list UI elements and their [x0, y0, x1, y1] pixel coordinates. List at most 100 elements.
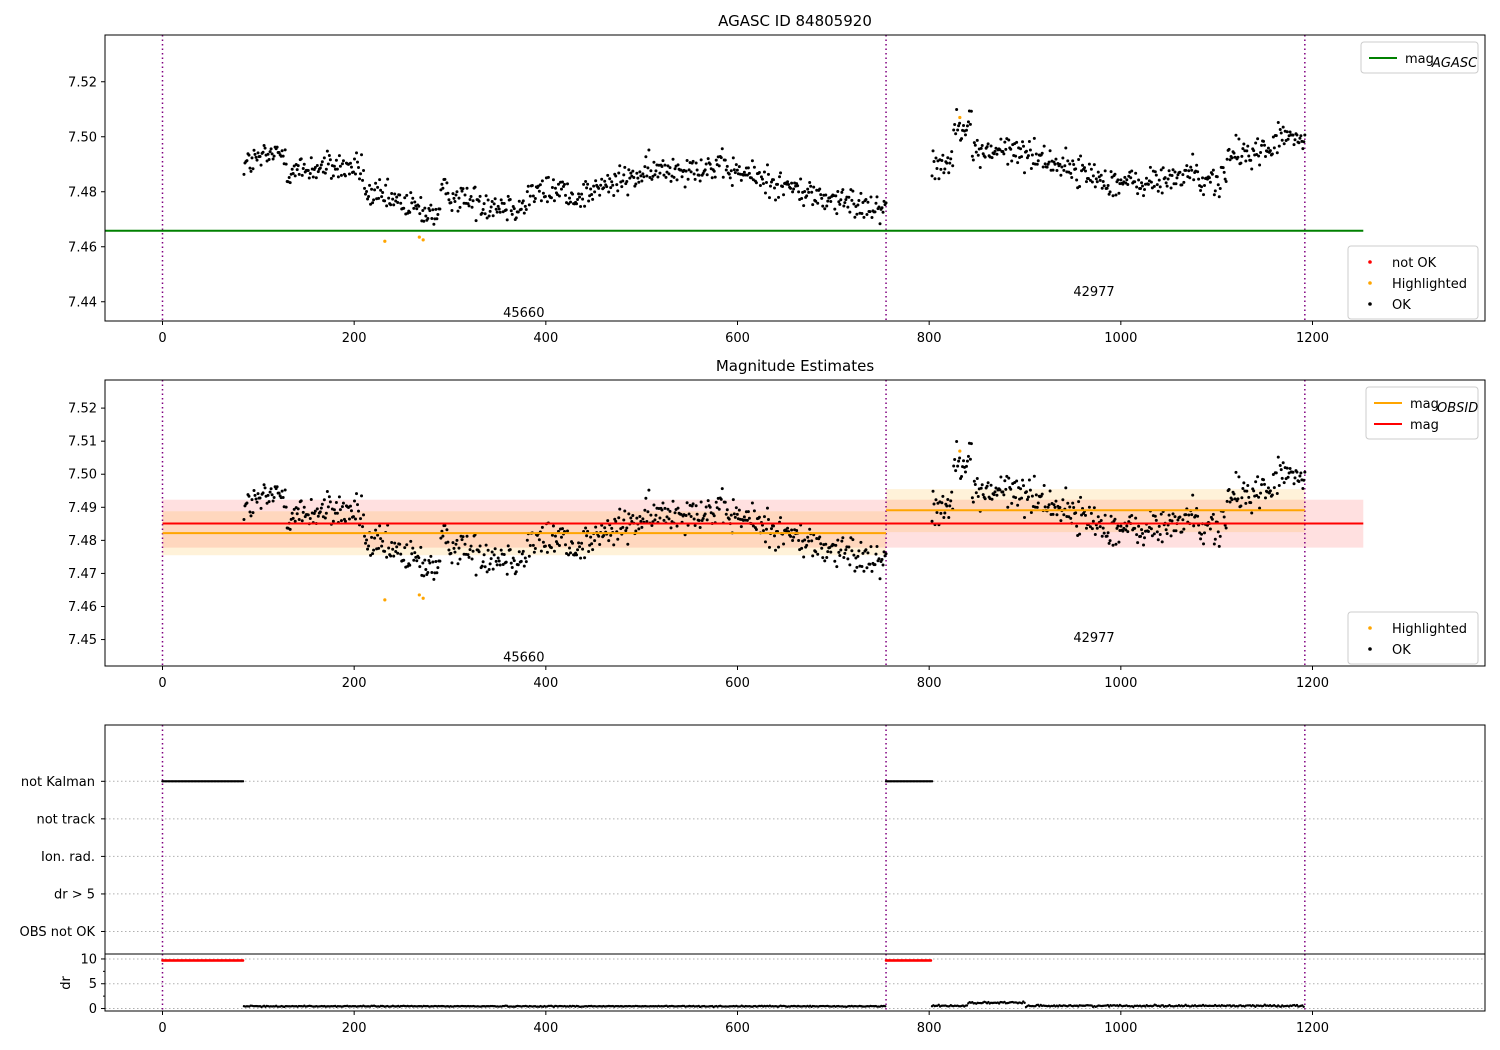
ok-point — [881, 210, 885, 214]
ok-point — [1066, 501, 1070, 505]
ok-point — [497, 559, 501, 563]
ok-point — [612, 194, 616, 198]
ok-point — [761, 529, 765, 533]
ok-point — [293, 519, 297, 523]
ok-point — [862, 215, 866, 219]
ok-point — [1003, 140, 1007, 144]
ok-point — [432, 222, 436, 226]
ok-point — [1150, 534, 1154, 538]
ok-point — [259, 163, 263, 167]
ok-point — [421, 561, 425, 565]
ok-point — [1144, 176, 1148, 180]
ok-point — [666, 164, 670, 168]
ok-point — [1134, 171, 1138, 175]
ok-point — [954, 132, 958, 136]
ok-point — [290, 167, 294, 171]
ok-point — [531, 194, 535, 198]
ok-point — [262, 143, 266, 147]
ok-point — [1169, 534, 1173, 538]
y-tick-label: 0 — [89, 1002, 97, 1017]
ok-point — [693, 523, 697, 527]
ok-point — [1089, 511, 1093, 515]
ok-point — [1199, 537, 1203, 541]
legend-dot-swatch — [1368, 302, 1372, 306]
ok-point — [270, 493, 274, 497]
ok-point — [972, 479, 976, 483]
ok-point — [297, 172, 301, 176]
ok-point — [1272, 486, 1276, 490]
ok-point — [1236, 155, 1240, 159]
ok-point — [514, 570, 518, 574]
ok-point — [1058, 162, 1062, 166]
ok-point — [1071, 501, 1075, 505]
ok-point — [270, 152, 274, 156]
ok-point — [1015, 479, 1019, 483]
ok-point — [640, 525, 644, 529]
ok-point — [762, 515, 766, 519]
ok-point — [1227, 147, 1231, 151]
ok-point — [695, 512, 699, 516]
ok-point — [253, 152, 257, 156]
ok-point — [941, 153, 945, 157]
ok-point — [550, 185, 554, 189]
ok-point — [694, 504, 698, 508]
ok-point — [843, 551, 847, 555]
ok-point — [661, 159, 665, 163]
ok-point — [869, 195, 873, 199]
ok-point — [1299, 471, 1303, 475]
ok-point — [687, 512, 691, 516]
ok-point — [443, 177, 447, 181]
ok-point — [1234, 470, 1238, 474]
ok-point — [1010, 501, 1014, 505]
ok-point — [340, 162, 344, 166]
ok-point — [1303, 470, 1307, 474]
ok-point — [1020, 496, 1024, 500]
ok-point — [852, 202, 856, 206]
ok-point — [1080, 513, 1084, 517]
ok-point — [629, 516, 633, 520]
ok-point — [1217, 544, 1221, 548]
ok-point — [1292, 143, 1296, 147]
ok-point — [689, 514, 693, 518]
ok-point — [557, 544, 561, 548]
ok-point — [1042, 144, 1046, 148]
ok-point — [1030, 153, 1034, 157]
ok-point — [522, 211, 526, 215]
ok-point — [1223, 177, 1227, 181]
ok-point — [731, 498, 735, 502]
ok-point — [1247, 495, 1251, 499]
ok-point — [1034, 152, 1038, 156]
ok-point — [451, 541, 455, 545]
ok-point — [966, 454, 970, 458]
ok-point — [1274, 134, 1278, 138]
ok-point — [522, 564, 526, 568]
ok-point — [324, 167, 328, 171]
ok-point — [864, 198, 868, 202]
ok-point — [807, 190, 811, 194]
ok-point — [1023, 171, 1026, 175]
ok-point — [1208, 180, 1212, 184]
ok-point — [610, 180, 614, 184]
ok-point — [493, 197, 497, 201]
ok-point — [470, 557, 474, 561]
ok-point — [1268, 149, 1272, 153]
ok-point — [954, 469, 958, 473]
ok-point — [300, 173, 304, 177]
ok-point — [483, 212, 487, 216]
ok-point — [1262, 478, 1266, 482]
ok-point — [648, 175, 652, 179]
ok-point — [1297, 479, 1301, 483]
ok-point — [1117, 191, 1121, 195]
ok-point — [705, 518, 709, 522]
ok-point — [480, 564, 484, 568]
ok-point — [1081, 507, 1085, 511]
ok-point — [334, 501, 338, 505]
dr-capped-point — [241, 959, 245, 962]
ok-point — [607, 539, 611, 543]
ok-point — [1200, 185, 1204, 189]
ok-point — [758, 184, 762, 188]
ok-point — [489, 557, 493, 561]
ok-point — [973, 482, 977, 486]
ok-point — [1102, 531, 1106, 535]
ok-point — [1244, 501, 1248, 505]
